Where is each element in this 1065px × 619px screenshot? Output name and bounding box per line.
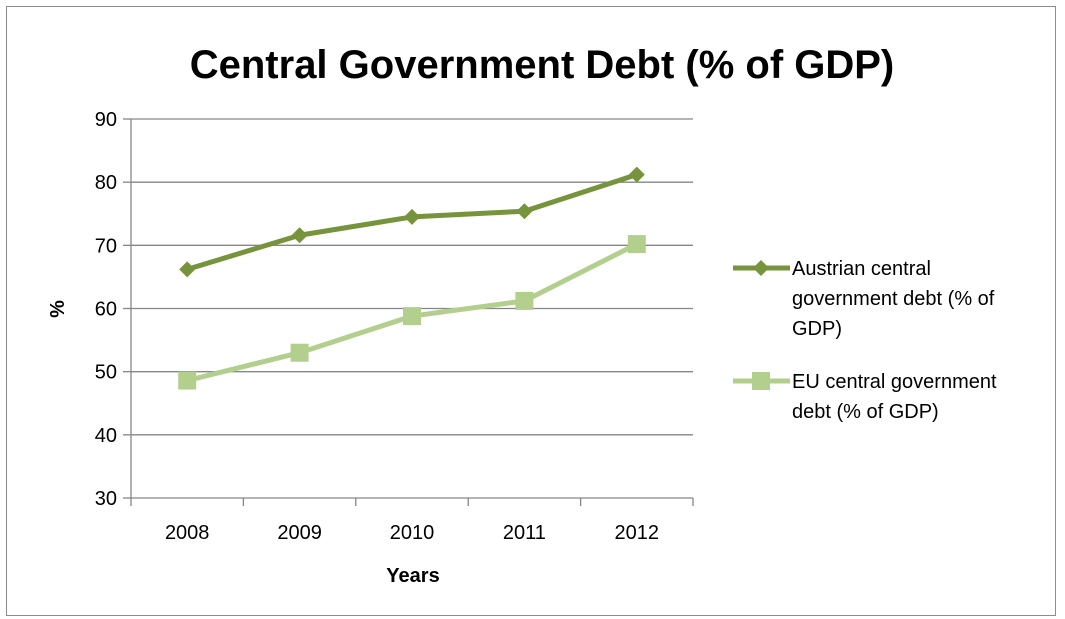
x-tick-label: 2010 [390,522,435,544]
data-point [627,235,646,254]
data-point [628,166,645,183]
y-tick-labels: 30 40 50 60 70 80 90 [95,109,117,510]
legend-label: government debt (% of [792,288,995,310]
legend-label: EU central government [792,371,997,393]
data-point [515,291,534,310]
legend-entry: Austrian central government debt (% of GDP… [733,258,995,340]
legend-entry: EU central government debt (% of GDP) [733,371,997,423]
axes [123,118,694,506]
x-tick-label: 2011 [503,522,546,544]
y-tick-label: 30 [95,488,117,510]
x-tick-label: 2012 [615,522,660,544]
x-tick-label: 2008 [165,522,210,544]
legend-label: Austrian central [792,258,931,280]
y-tick-label: 70 [95,235,117,257]
series-eu [178,235,646,390]
data-point [291,227,308,244]
y-axis-title: % [47,300,69,318]
series-austria [179,166,645,278]
y-tick-label: 60 [95,299,117,321]
x-tick-labels: 2008 2009 2010 2011 2012 [165,522,659,544]
legend-marker [752,372,770,390]
data-point [179,261,196,278]
data-point [404,208,420,225]
data-point [290,343,309,362]
data-point [178,371,197,390]
series-group [178,166,646,390]
legend-label: GDP) [792,318,842,340]
x-axis-title: Years [386,565,439,587]
legend: Austrian central government debt (% of GDP… [733,258,997,423]
legend-label: debt (% of GDP) [792,401,939,423]
legend-marker [753,260,769,276]
gridlines [131,118,693,436]
y-tick-label: 50 [95,362,117,384]
x-tick-label: 2009 [277,522,322,544]
y-tick-label: 80 [95,172,117,194]
y-tick-label: 40 [95,425,117,447]
data-point [516,203,533,220]
data-point [403,307,421,326]
chart-frame [6,6,1056,616]
chart-title: Central Government Debt (% of GDP) [190,43,895,87]
y-tick-label: 90 [95,109,117,131]
